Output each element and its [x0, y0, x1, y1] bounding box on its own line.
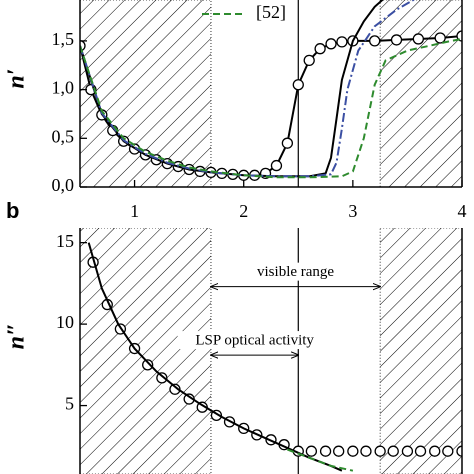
- data-point: [390, 34, 403, 46]
- hatched-region: [80, 228, 212, 474]
- y-tick-label: 1,0: [52, 78, 75, 98]
- data-point: [429, 445, 441, 457]
- data-point: [319, 445, 332, 457]
- annotation-bg: [244, 262, 348, 281]
- x-tick-label: 2: [239, 201, 248, 221]
- series-line: [87, 242, 343, 472]
- data-point: [325, 38, 337, 50]
- data-point: [292, 79, 304, 91]
- y-tick-label: 5: [65, 394, 74, 414]
- data-point: [414, 445, 427, 457]
- hatched-region: [379, 0, 462, 187]
- data-point: [456, 30, 462, 42]
- data-point: [412, 33, 424, 45]
- data-point: [142, 359, 154, 371]
- data-point: [305, 445, 318, 457]
- data-point: [401, 445, 414, 457]
- y-tick-label: 10: [56, 312, 74, 332]
- annotation-text: visible range: [257, 264, 334, 280]
- x-tick-label: 4: [458, 201, 467, 221]
- x-tick-label: 1: [130, 201, 139, 221]
- data-point: [303, 54, 315, 67]
- plot-area: [80, 228, 462, 474]
- annotation-bg: [177, 331, 332, 350]
- data-point: [347, 445, 359, 457]
- series-line: [80, 0, 416, 178]
- data-point: [434, 32, 446, 44]
- data-point: [369, 35, 381, 47]
- annotation-text: LSP optical activity: [195, 333, 314, 349]
- legend-label: [52]: [256, 2, 286, 22]
- y-tick-label: 0,5: [52, 126, 75, 146]
- data-point: [387, 445, 399, 457]
- data-point: [336, 36, 348, 48]
- plot-area: [80, 0, 462, 187]
- data-point: [281, 137, 294, 149]
- y-axis-label: n′: [4, 68, 30, 88]
- series-line: [287, 448, 354, 472]
- data-point: [360, 445, 372, 457]
- data-point: [374, 445, 386, 457]
- data-point: [156, 372, 168, 384]
- data-point: [442, 445, 454, 457]
- data-point: [333, 445, 345, 457]
- y-axis-label: n″: [4, 323, 30, 350]
- hatched-region: [379, 228, 462, 474]
- x-tick-label: 3: [348, 201, 357, 221]
- y-tick-label: 15: [56, 231, 74, 251]
- data-point: [456, 445, 462, 457]
- y-tick-label: 1,5: [52, 29, 75, 49]
- data-point: [270, 159, 283, 172]
- panel-label: b: [6, 198, 19, 223]
- data-point: [314, 43, 326, 55]
- y-tick-label: 0,0: [52, 175, 75, 195]
